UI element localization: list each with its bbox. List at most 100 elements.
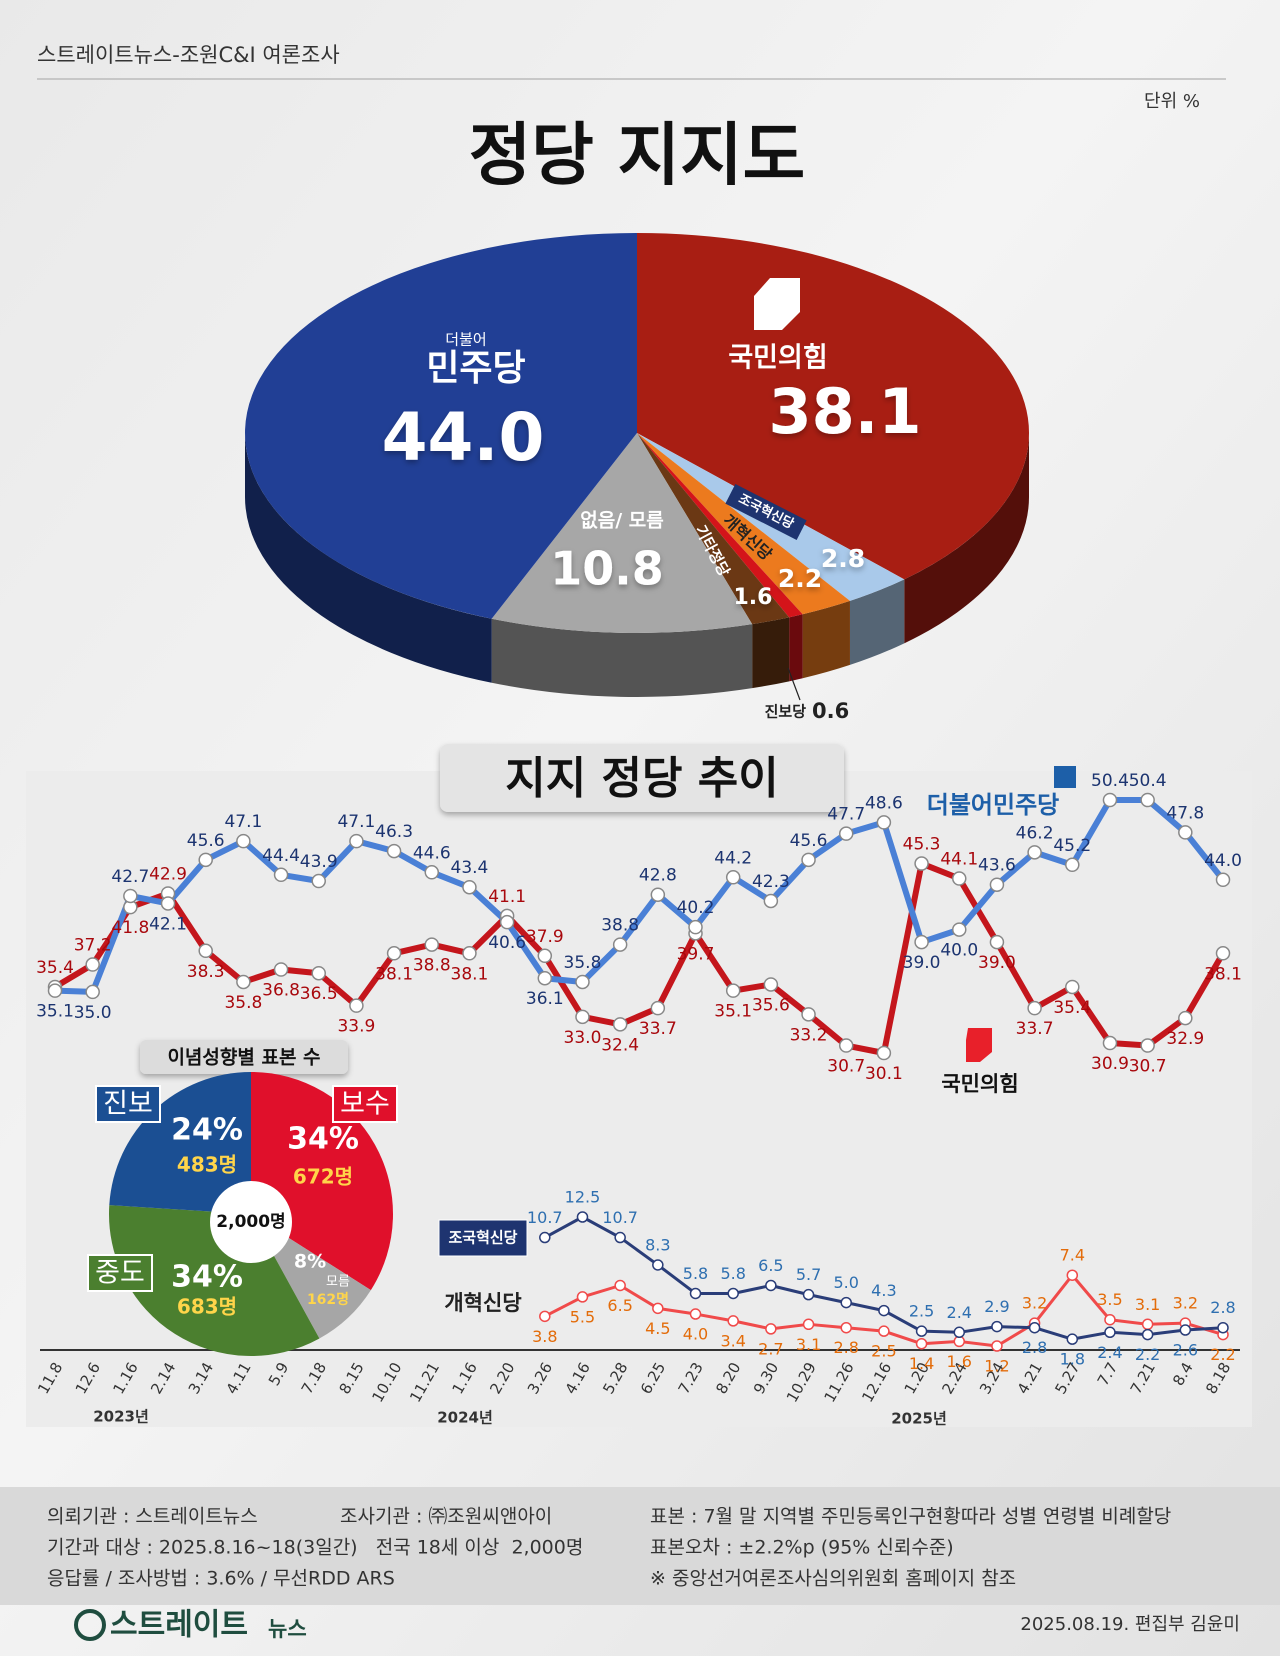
series-point [1104, 1313, 1116, 1326]
data-label: 44.1 [940, 850, 978, 870]
ideology-sample: 162명 [307, 1291, 349, 1308]
series-point [652, 1259, 664, 1271]
series-point [838, 826, 854, 841]
series-point [953, 1326, 966, 1339]
data-label: 36.1 [526, 989, 564, 1009]
data-label: 10.7 [527, 1208, 563, 1227]
series-point [1065, 857, 1080, 873]
ideology-label: 모름 [326, 1275, 350, 1290]
series-point [1215, 872, 1231, 888]
ideology-sample: 483명 [177, 1153, 237, 1177]
data-label: 43.6 [978, 856, 1016, 876]
series-point [991, 1340, 1003, 1352]
series-point [386, 843, 402, 859]
data-label: 48.6 [865, 793, 903, 813]
data-label: 39.0 [903, 953, 941, 973]
series-point [576, 1211, 589, 1223]
pie-slice [109, 1072, 251, 1214]
series-point [1178, 825, 1193, 840]
pie-side [802, 600, 850, 679]
logo-icon [74, 1609, 106, 1641]
pie-side [491, 618, 753, 698]
pie-label: 없음/ 모름 [580, 510, 663, 532]
unit: 단위 % [1144, 91, 1200, 112]
data-label: 44.4 [262, 846, 300, 866]
series-point [952, 871, 967, 886]
data-label: 44.6 [413, 843, 451, 863]
pie-value: 2.8 [821, 544, 865, 573]
series-point [537, 948, 553, 964]
data-label: 33.0 [564, 1028, 602, 1048]
series-point [1027, 1000, 1042, 1016]
data-label: 3.2 [1022, 1294, 1047, 1313]
series-point [914, 856, 929, 871]
series-point [575, 1009, 590, 1025]
series-point [1027, 845, 1042, 860]
series-point [650, 1000, 666, 1016]
data-label: 3.2 [1173, 1294, 1198, 1313]
data-label: 40.6 [488, 933, 526, 953]
data-label: 30.7 [1129, 1057, 1167, 1077]
pie-slice [245, 233, 637, 619]
data-label: 47.8 [1166, 803, 1204, 823]
pie-side [789, 614, 803, 682]
footer-period: 기간과 대상 : 2025.8.16~18(3일간) 전국 18세 이상 2,0… [47, 1537, 583, 1559]
series-point [614, 1279, 626, 1292]
data-label: 38.1 [1204, 964, 1242, 984]
data-label: 5.5 [570, 1307, 595, 1326]
pie-slice [637, 233, 1030, 580]
series-point [612, 1017, 628, 1032]
pie-value: 44.0 [382, 399, 545, 476]
data-label: 46.3 [375, 822, 413, 842]
ideology-value: 34% [171, 1260, 243, 1295]
series-point [1028, 1321, 1041, 1334]
data-label: 3.1 [1135, 1295, 1160, 1314]
data-label: 33.7 [639, 1019, 677, 1039]
data-label: 35.6 [752, 995, 790, 1015]
label-badge [725, 484, 807, 540]
series-point [311, 965, 326, 981]
ideology-label: 진보 [103, 1089, 153, 1120]
data-label: 3.5 [1097, 1290, 1122, 1309]
series-point [273, 962, 289, 977]
ideology-tag [95, 1085, 161, 1123]
series-point [725, 983, 741, 998]
series-point [915, 1325, 928, 1337]
ideology-center [210, 1181, 292, 1263]
data-label: 35.8 [224, 993, 262, 1013]
data-label: 2.5 [871, 1342, 896, 1361]
pie-value: 1.6 [734, 585, 773, 610]
series-point [575, 974, 590, 990]
pie-slice [637, 433, 790, 625]
footer-sample: 표본 : 7월 말 지역별 주민등록인구현황따라 성별 연령별 비례할당 [650, 1506, 1171, 1528]
data-label: 2.8 [833, 1338, 858, 1357]
pie-label: 민주당 [426, 348, 525, 389]
pie-label: 진보당 [765, 703, 807, 721]
series-point [1141, 1318, 1154, 1331]
data-label: 42.3 [752, 872, 790, 892]
data-label: 35.1 [714, 1002, 752, 1022]
legend-label: 더불어민주당 [927, 791, 1059, 819]
year-label: 2025년 [891, 1410, 947, 1428]
logo: 스트레이트 [110, 1608, 248, 1643]
logo-sub: 뉴스 [268, 1617, 307, 1641]
series-point [1141, 1328, 1154, 1341]
series-point [1066, 1269, 1079, 1281]
data-label: 30.7 [827, 1057, 865, 1077]
data-label: 4.5 [645, 1319, 670, 1338]
data-label: 2.8 [1022, 1338, 1047, 1357]
data-label: 36.8 [262, 980, 300, 1000]
ideology-label: 중도 [95, 1258, 145, 1289]
series-point [1140, 1038, 1155, 1053]
series-point [991, 1320, 1003, 1333]
series-point [537, 970, 553, 986]
series-point [1104, 1326, 1116, 1339]
pointer-line [787, 667, 801, 701]
data-label: 44.2 [714, 848, 752, 868]
data-label: 4.0 [683, 1325, 708, 1344]
pie-side [904, 433, 1029, 644]
series-line [54, 797, 1226, 995]
ideology-sample: 683명 [177, 1295, 237, 1319]
data-label: 2.2 [1210, 1345, 1235, 1364]
